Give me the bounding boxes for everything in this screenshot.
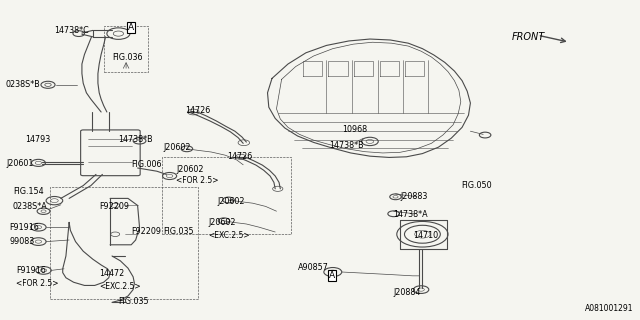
Text: 10968: 10968 <box>342 125 367 134</box>
Text: 14738*B: 14738*B <box>118 135 153 144</box>
Text: J20602: J20602 <box>163 143 191 152</box>
Text: 14726: 14726 <box>186 106 211 115</box>
Text: F91916: F91916 <box>10 223 39 232</box>
Text: 14472: 14472 <box>99 269 124 278</box>
Text: 14710: 14710 <box>413 231 438 240</box>
Text: A: A <box>329 271 335 280</box>
Text: 0238S*B: 0238S*B <box>5 80 40 89</box>
Text: J20602: J20602 <box>218 197 245 206</box>
Text: J20602: J20602 <box>176 165 204 174</box>
Text: J20602: J20602 <box>208 218 236 227</box>
Text: 14738*B: 14738*B <box>330 141 364 150</box>
Text: A: A <box>128 23 134 32</box>
Text: FIG.036: FIG.036 <box>112 53 143 62</box>
Text: FIG.035: FIG.035 <box>118 297 149 306</box>
Text: 14726: 14726 <box>227 152 252 161</box>
Text: F92209: F92209 <box>131 228 161 236</box>
Text: F92209: F92209 <box>99 202 129 211</box>
Text: <FOR 2.5>: <FOR 2.5> <box>176 176 218 185</box>
Text: 14738*C: 14738*C <box>54 26 89 35</box>
Text: J20883: J20883 <box>400 192 428 201</box>
Text: A90857: A90857 <box>298 263 328 272</box>
Text: FIG.050: FIG.050 <box>461 181 492 190</box>
Text: 14793: 14793 <box>26 135 51 144</box>
Text: A081001291: A081001291 <box>585 304 634 313</box>
Text: FIG.035: FIG.035 <box>163 228 194 236</box>
Text: J20601: J20601 <box>6 159 34 168</box>
Text: 99083: 99083 <box>10 237 35 246</box>
Text: F91916: F91916 <box>16 266 45 275</box>
Text: <EXC.2.5>: <EXC.2.5> <box>99 282 141 291</box>
Text: <FOR 2.5>: <FOR 2.5> <box>16 279 58 288</box>
Text: FRONT: FRONT <box>512 32 545 42</box>
Text: 14738*A: 14738*A <box>394 210 428 219</box>
Text: FIG.006: FIG.006 <box>131 160 162 169</box>
Text: <EXC.2.5>: <EXC.2.5> <box>208 231 250 240</box>
Text: J20884: J20884 <box>394 288 421 297</box>
Text: FIG.154: FIG.154 <box>13 188 44 196</box>
Text: 0238S*A: 0238S*A <box>13 202 47 211</box>
